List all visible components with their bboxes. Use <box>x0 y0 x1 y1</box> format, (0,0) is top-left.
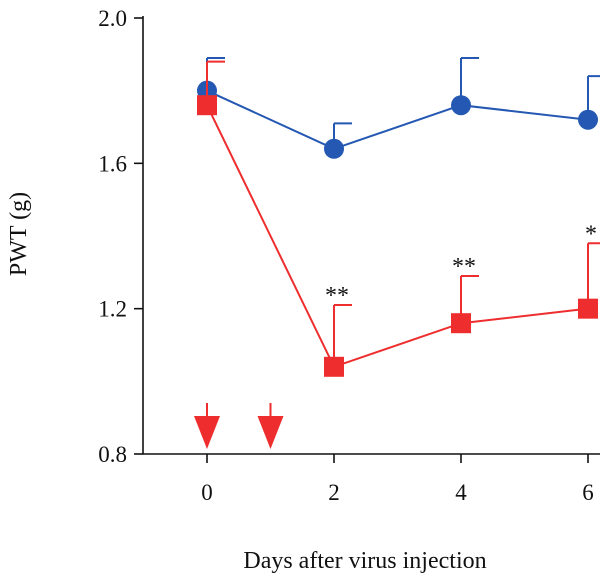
y-tick-label: 1.2 <box>98 297 127 322</box>
labels-group: 0.81.21.62.00 2 4 6***** <box>98 6 597 505</box>
data-point <box>578 109 598 130</box>
data-point <box>324 356 344 377</box>
x-axis-label: Days after virus injection <box>243 548 486 574</box>
data-point <box>578 298 598 319</box>
y-tick-label: 0.8 <box>98 442 127 467</box>
series-line <box>206 89 589 150</box>
significance-label: * <box>585 221 597 247</box>
axes <box>134 16 600 463</box>
x-tick-label: 0 <box>201 480 213 505</box>
y-tick-label: 1.6 <box>98 151 127 176</box>
x-tick-label: 4 <box>455 480 467 505</box>
x-tick-label: 2 <box>328 480 340 505</box>
injection-arrows <box>194 403 284 449</box>
x-tick-label: 6 <box>582 480 594 505</box>
significance-label: ** <box>325 283 349 309</box>
data-point <box>451 95 471 116</box>
arrow-head <box>194 416 220 449</box>
significance-label: ** <box>452 254 476 280</box>
data-point <box>451 313 471 334</box>
data-point <box>197 95 217 116</box>
arrow-head <box>257 416 284 449</box>
data-point <box>324 138 344 159</box>
series-group <box>197 56 600 377</box>
series-circle <box>197 56 600 159</box>
y-axis-label: PWT (g) <box>6 192 32 276</box>
series-square <box>197 60 600 377</box>
y-tick-label: 2.0 <box>98 6 127 31</box>
series-line <box>206 104 589 369</box>
